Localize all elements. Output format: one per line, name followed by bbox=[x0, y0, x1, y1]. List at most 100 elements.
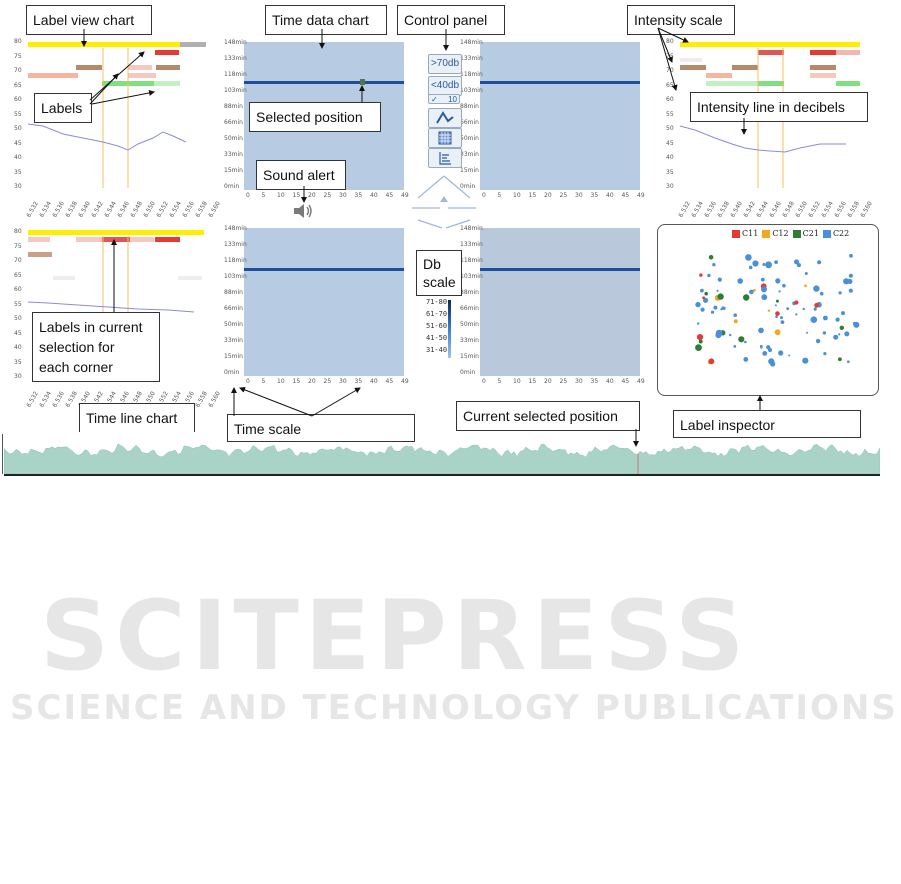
y-tick: 80 bbox=[14, 228, 22, 235]
x-tick: 6.536 bbox=[703, 200, 718, 219]
label-bar bbox=[28, 230, 204, 235]
x-tick: 49 bbox=[637, 378, 645, 385]
scatter-point bbox=[823, 315, 828, 321]
label-bar bbox=[155, 50, 179, 55]
scatter-point bbox=[733, 345, 737, 348]
label-bar bbox=[28, 73, 78, 78]
scatter-point bbox=[717, 277, 722, 282]
line-chart-toggle-button[interactable] bbox=[428, 108, 462, 128]
x-tick: 15 bbox=[292, 192, 301, 199]
x-tick: 5 bbox=[261, 378, 266, 385]
heat-line bbox=[480, 81, 640, 84]
labels-current-line1: Labels in current bbox=[39, 319, 143, 335]
grid-icon bbox=[438, 131, 452, 145]
label-bar bbox=[836, 81, 860, 86]
label-bar bbox=[680, 65, 706, 70]
scatter-point bbox=[775, 315, 778, 318]
y-tick: 60 bbox=[14, 96, 22, 103]
y-tick: 50min bbox=[224, 321, 243, 328]
scatter-point bbox=[721, 306, 725, 310]
x-tick: 5 bbox=[261, 192, 266, 199]
time-data-chart-bottom-left[interactable] bbox=[244, 228, 404, 376]
x-tick: 6.552 bbox=[807, 200, 822, 219]
callout-labels-current-selection: Labels in current selection for each cor… bbox=[32, 312, 160, 382]
scatter-point bbox=[804, 272, 808, 275]
x-tick: 6.540 bbox=[77, 200, 92, 219]
y-tick: 50min bbox=[224, 135, 243, 142]
scatter-point bbox=[788, 354, 791, 357]
y-tick: 88min bbox=[460, 103, 479, 110]
scatter-point bbox=[716, 289, 719, 292]
x-tick: 5 bbox=[497, 378, 502, 385]
y-tick: 66min bbox=[224, 119, 243, 126]
x-tick: 0 bbox=[482, 192, 486, 199]
threshold-stepper[interactable]: ✓ 10 bbox=[428, 94, 460, 104]
x-tick: 0 bbox=[246, 378, 250, 385]
scatter-point bbox=[738, 336, 745, 343]
heatmap-toggle-button[interactable] bbox=[428, 128, 462, 148]
y-tick: 70 bbox=[14, 257, 22, 264]
speaker-icon[interactable] bbox=[292, 201, 314, 221]
y-tick: 65 bbox=[14, 271, 22, 279]
x-tick: 6.538 bbox=[716, 200, 731, 219]
time-line-chart[interactable] bbox=[3, 434, 881, 476]
time-data-chart-top-right[interactable] bbox=[480, 42, 640, 190]
y-tick: 15min bbox=[460, 167, 479, 174]
intensity-line bbox=[679, 125, 846, 153]
y-tick: 15min bbox=[460, 353, 479, 360]
y-tick: 50min bbox=[460, 321, 479, 328]
y-tick: 88min bbox=[460, 289, 479, 296]
corner-selector[interactable] bbox=[408, 172, 480, 232]
x-tick: 6.544 bbox=[755, 200, 770, 219]
x-tick: 25 bbox=[559, 192, 568, 199]
heat-line bbox=[480, 268, 640, 271]
scatter-point bbox=[733, 319, 738, 324]
x-tick: 49 bbox=[401, 192, 409, 199]
scatter-point bbox=[786, 307, 790, 310]
label-bar bbox=[732, 65, 758, 70]
x-tick: 6.560 bbox=[859, 200, 874, 219]
arrow bbox=[239, 387, 313, 417]
scatter-point bbox=[844, 331, 850, 337]
db-scale: 71-80 61-70 51-60 41-50 31-40 bbox=[426, 298, 462, 360]
legend-label: C21 bbox=[802, 229, 819, 238]
x-tick: 45 bbox=[385, 378, 394, 385]
x-tick: 6.552 bbox=[155, 200, 170, 219]
intensity-line bbox=[27, 123, 187, 151]
y-tick: 33min bbox=[460, 337, 479, 344]
scatter-point bbox=[774, 329, 781, 336]
scatter-point bbox=[715, 329, 723, 337]
x-tick: 6.536 bbox=[51, 200, 66, 219]
scatter-point bbox=[749, 289, 754, 295]
heat-line bbox=[244, 81, 404, 84]
scatter-point bbox=[778, 350, 784, 356]
x-tick: 35 bbox=[354, 192, 363, 199]
x-tick: 6.558 bbox=[194, 200, 209, 219]
label-view-chart-svg bbox=[679, 42, 860, 188]
callout-current-selected-position: Current selected position bbox=[456, 401, 640, 431]
scatter-point bbox=[713, 305, 718, 310]
y-tick: 148min bbox=[224, 225, 247, 232]
gt70db-button[interactable]: >70db bbox=[428, 54, 462, 74]
y-tick: 103min bbox=[224, 87, 247, 94]
scatter-point bbox=[775, 299, 779, 303]
x-tick: 0 bbox=[246, 192, 250, 199]
x-tick: 10 bbox=[277, 378, 285, 385]
lt40db-button[interactable]: <40db bbox=[428, 76, 462, 96]
scatter-point bbox=[762, 351, 768, 356]
scatter-point bbox=[852, 321, 857, 326]
label-list-toggle-button[interactable] bbox=[428, 148, 462, 168]
y-tick: 30 bbox=[14, 373, 22, 380]
scatter-point bbox=[815, 338, 821, 344]
x-tick: 45 bbox=[621, 378, 630, 385]
y-tick: 103min bbox=[460, 87, 483, 94]
y-tick: 0min bbox=[224, 183, 240, 190]
label-bar bbox=[28, 42, 198, 47]
scatter-point bbox=[822, 331, 827, 335]
time-data-chart-bottom-right[interactable] bbox=[480, 228, 640, 376]
label-inspector[interactable]: C11 C12 C21 C22 bbox=[657, 224, 879, 396]
y-tick: 50 bbox=[666, 125, 674, 132]
y-tick: 50 bbox=[14, 125, 22, 132]
label-bar bbox=[76, 237, 102, 242]
x-tick: 5 bbox=[497, 192, 502, 199]
